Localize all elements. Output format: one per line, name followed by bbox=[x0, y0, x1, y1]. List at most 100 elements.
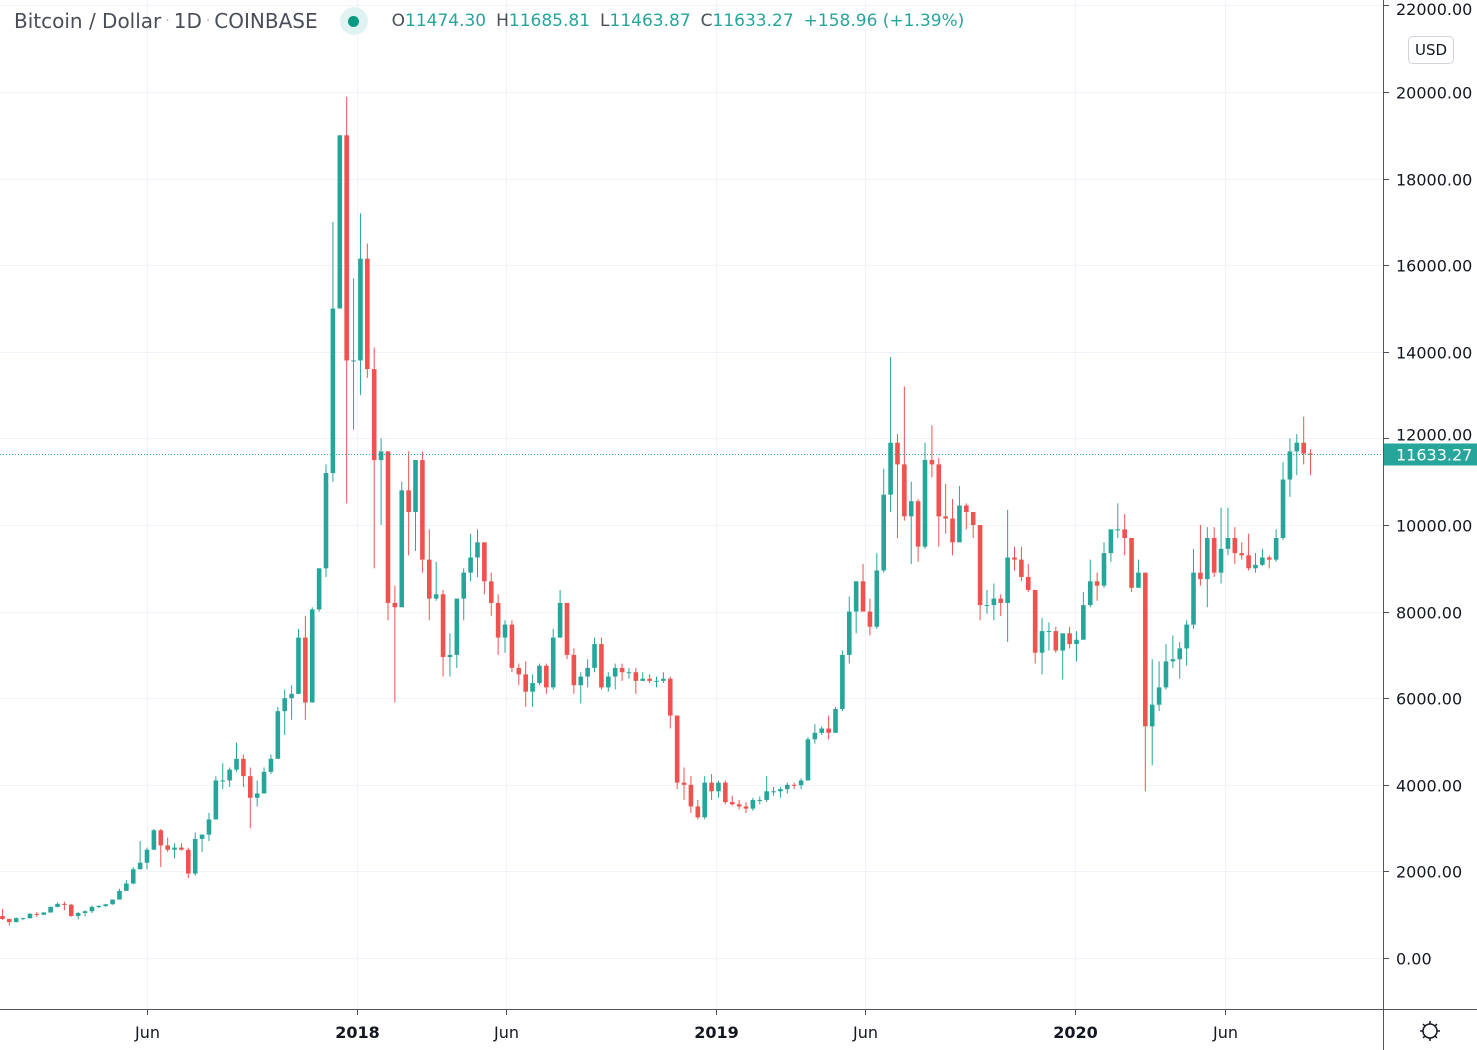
candle-body bbox=[674, 715, 680, 783]
candle-body bbox=[179, 847, 184, 850]
candle bbox=[296, 628, 301, 694]
candle-body bbox=[392, 602, 398, 608]
candle bbox=[502, 620, 508, 653]
candle-body bbox=[1101, 553, 1107, 586]
time-tick-label: 2019 bbox=[694, 1023, 739, 1042]
candle-body bbox=[1108, 529, 1114, 554]
candle-body bbox=[344, 135, 349, 361]
time-tick-label: Jun bbox=[134, 1023, 160, 1042]
candle bbox=[915, 499, 921, 562]
candle-body bbox=[695, 806, 701, 818]
candle-body bbox=[599, 644, 604, 688]
candle-body bbox=[819, 728, 825, 733]
candle bbox=[475, 529, 480, 577]
candle-body bbox=[454, 598, 460, 655]
candle-body bbox=[757, 799, 763, 801]
candle-body bbox=[785, 784, 790, 790]
candle bbox=[1184, 620, 1189, 666]
candle bbox=[1115, 503, 1121, 538]
candle bbox=[468, 533, 473, 582]
candle-body bbox=[433, 594, 439, 599]
candle bbox=[179, 843, 184, 851]
price-tick-label: 10000.00 bbox=[1396, 517, 1472, 536]
candle-body bbox=[426, 559, 432, 599]
candle-body bbox=[626, 672, 632, 674]
candle-body bbox=[1143, 572, 1148, 727]
price-axis[interactable] bbox=[1383, 0, 1477, 1050]
candle-body bbox=[550, 637, 556, 688]
candle-body bbox=[27, 913, 33, 919]
candle bbox=[1204, 527, 1210, 608]
candle-body bbox=[96, 906, 102, 908]
candle bbox=[785, 782, 790, 794]
candle bbox=[220, 763, 226, 790]
candle bbox=[853, 581, 859, 634]
candle bbox=[1218, 507, 1224, 584]
candle-body bbox=[640, 678, 646, 681]
candle-body bbox=[1246, 555, 1251, 569]
candle-body bbox=[247, 776, 253, 798]
candle bbox=[13, 917, 19, 923]
candle bbox=[165, 837, 170, 852]
candle-body bbox=[1294, 442, 1300, 452]
candle-body bbox=[365, 258, 370, 370]
candle-body bbox=[1039, 631, 1045, 653]
candle-body bbox=[1170, 659, 1176, 662]
candle-body bbox=[316, 568, 322, 610]
candle bbox=[984, 589, 990, 614]
candle-body bbox=[936, 464, 942, 517]
candle-body bbox=[62, 903, 67, 905]
price-tick-label: 2000.00 bbox=[1396, 863, 1462, 882]
price-tick-label: 22000.00 bbox=[1396, 0, 1472, 19]
price-tick-label: 20000.00 bbox=[1396, 84, 1472, 103]
candle bbox=[75, 912, 81, 920]
currency-button[interactable]: USD bbox=[1408, 36, 1454, 64]
candle bbox=[626, 667, 632, 679]
candle bbox=[1094, 572, 1100, 601]
candle bbox=[516, 663, 522, 686]
candle bbox=[571, 648, 577, 694]
candle-body bbox=[371, 369, 377, 461]
time-axis[interactable] bbox=[0, 1009, 1477, 1050]
candle bbox=[1177, 641, 1183, 679]
candle-body bbox=[34, 913, 40, 915]
candle bbox=[1012, 546, 1017, 571]
candle bbox=[991, 583, 997, 621]
candle-body bbox=[323, 473, 329, 569]
candle-body bbox=[1074, 639, 1079, 645]
candle bbox=[674, 715, 680, 790]
candle bbox=[929, 425, 935, 478]
interval[interactable]: 1D bbox=[173, 9, 202, 33]
candle-body bbox=[0, 915, 5, 920]
candles bbox=[0, 96, 1313, 926]
candle-body bbox=[874, 570, 880, 627]
candle-body bbox=[399, 490, 405, 608]
candle-body bbox=[716, 782, 721, 792]
candle bbox=[1060, 633, 1066, 680]
open-value: 11474.30 bbox=[405, 11, 487, 31]
candle-body bbox=[833, 709, 838, 733]
candle-body bbox=[110, 899, 115, 905]
candle-body bbox=[268, 758, 274, 772]
candle bbox=[881, 468, 886, 573]
candle-body bbox=[440, 594, 446, 658]
candle-body bbox=[998, 598, 1004, 603]
candle bbox=[633, 667, 639, 694]
candle-body bbox=[172, 847, 177, 850]
candle bbox=[316, 568, 322, 612]
symbol-name[interactable]: Bitcoin / Dollar bbox=[14, 9, 162, 33]
candle bbox=[206, 812, 212, 842]
gear-icon[interactable] bbox=[1418, 1019, 1442, 1043]
candle bbox=[1308, 449, 1313, 476]
candle bbox=[888, 356, 893, 513]
candle bbox=[1067, 626, 1072, 649]
candle-body bbox=[1081, 605, 1086, 640]
candle-body bbox=[1032, 589, 1038, 653]
candle bbox=[392, 585, 398, 703]
candle-body bbox=[1094, 581, 1100, 586]
candle bbox=[1108, 529, 1114, 562]
candle bbox=[702, 776, 707, 820]
candle bbox=[1253, 553, 1258, 573]
candle-body bbox=[867, 611, 873, 627]
